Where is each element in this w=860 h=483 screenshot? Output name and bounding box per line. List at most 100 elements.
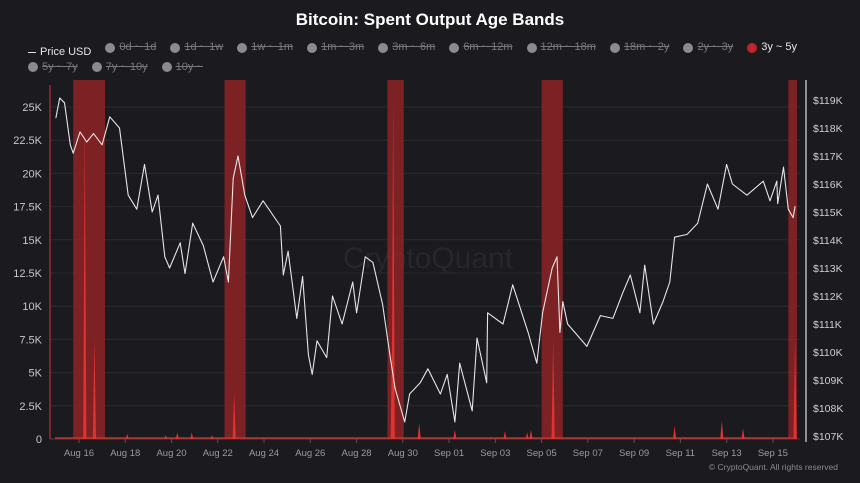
price-point — [316, 340, 318, 342]
series-3y-5y-spike — [232, 392, 236, 439]
legend-label: 3y ~ 5y — [761, 41, 797, 53]
legend-item-7[interactable]: 12m ~ 18m — [526, 40, 596, 55]
price-point — [409, 393, 410, 395]
price-point — [762, 180, 764, 182]
price-point — [302, 276, 303, 277]
y-right-tick-label: $119K — [813, 95, 843, 107]
dot-marker-icon — [683, 42, 694, 53]
legend-item-0[interactable]: Price USD — [28, 45, 91, 60]
series-3y-5y-spike — [453, 429, 457, 439]
y-right-tick-label: $108K — [813, 403, 843, 415]
price-point — [109, 116, 111, 118]
price-point — [179, 242, 181, 244]
price-point — [252, 217, 253, 219]
price-point — [674, 236, 675, 238]
price-point — [792, 217, 794, 219]
legend-item-6[interactable]: 6m ~ 12m — [449, 40, 513, 55]
dot-marker-icon — [237, 42, 248, 53]
series-3y-5y-spike — [390, 327, 394, 439]
price-point — [69, 144, 71, 146]
y-left-tick-label: 22.5K — [13, 135, 42, 147]
price-point — [427, 368, 429, 370]
legend-item-3[interactable]: 1w ~ 1m — [237, 40, 293, 55]
legend-item-5[interactable]: 3m ~ 6m — [378, 40, 435, 55]
x-tick-label: Sep 15 — [758, 448, 788, 459]
legend-label: 7y ~ 10y — [105, 60, 148, 73]
price-point — [586, 346, 588, 347]
x-tick-label: Aug 28 — [341, 448, 371, 459]
price-point — [487, 312, 489, 314]
y-left-tick-label: 20K — [22, 168, 42, 180]
series-3y-5y-spike — [793, 338, 797, 439]
x-tick-label: Sep 03 — [480, 448, 510, 459]
x-tick-label: Sep 01 — [434, 448, 464, 459]
legend-item-12[interactable]: 7y ~ 10y — [91, 60, 148, 75]
legend-item-9[interactable]: 2y ~ 3y — [683, 40, 733, 55]
legend-item-1[interactable]: 0d ~ 1d — [105, 40, 156, 55]
price-point — [562, 301, 564, 302]
price-point — [512, 284, 514, 286]
legend-item-10[interactable]: 3y ~ 5y — [747, 40, 797, 55]
dot-marker-icon — [161, 62, 172, 72]
price-point — [612, 318, 614, 319]
price-point — [389, 357, 391, 358]
legend-item-2[interactable]: 1d ~ 1w — [170, 40, 223, 55]
y-right-tick-label: $118K — [813, 123, 843, 135]
series-3y-5y-spike — [164, 435, 168, 439]
off-scale-band — [73, 80, 106, 439]
price-point — [262, 200, 264, 202]
y-right-tick-label: $114K — [813, 235, 843, 247]
dot-marker-icon — [747, 42, 758, 53]
dot-marker-icon — [449, 42, 460, 53]
legend-item-8[interactable]: 18m ~ 2y — [609, 40, 669, 55]
price-point — [567, 323, 569, 325]
legend-label: 1d ~ 1w — [184, 41, 224, 53]
price-point — [356, 312, 357, 314]
price-point — [726, 164, 728, 165]
price-point — [332, 295, 333, 297]
series-3y-5y-spike — [672, 425, 677, 439]
price-point — [151, 211, 153, 213]
x-tick-label: Sep 07 — [573, 448, 603, 459]
series-3y-5y-spike — [190, 432, 194, 439]
price-point — [706, 183, 708, 185]
series-3y-5y-spike — [175, 432, 179, 439]
legend-label: 10y ~ — [175, 60, 203, 73]
off-scale-band — [788, 80, 797, 439]
y-left-tick-label: 12.5K — [13, 268, 42, 280]
price-point — [311, 374, 313, 375]
y-left-tick-label: 7.5K — [19, 334, 42, 346]
price-point — [536, 362, 538, 364]
dot-marker-icon — [91, 62, 102, 72]
off-scale-band — [387, 80, 404, 439]
x-tick-label: Aug 20 — [156, 448, 186, 459]
price-point — [787, 208, 789, 210]
price-point — [79, 131, 81, 133]
price-point — [212, 281, 214, 283]
legend-label: Price USD — [40, 45, 92, 58]
series-3y-5y-spike — [503, 431, 507, 439]
x-tick-label: Sep 11 — [666, 448, 695, 459]
price-point — [556, 256, 558, 258]
price-point — [644, 264, 646, 266]
price-point — [629, 274, 631, 276]
price-point — [202, 245, 204, 247]
legend-item-13[interactable]: 10y ~ — [161, 60, 203, 75]
y-right-tick-label: $111K — [813, 319, 842, 331]
price-point — [326, 357, 328, 358]
price-point — [72, 152, 74, 154]
price-point — [364, 256, 366, 258]
legend-label: 5y ~ 7y — [42, 60, 78, 73]
y-right-tick-label: $117K — [813, 151, 843, 163]
x-tick-label: Sep 09 — [619, 448, 649, 459]
legend-item-4[interactable]: 1m ~ 3m — [307, 40, 364, 55]
series-3y-5y-spike — [92, 338, 97, 439]
y-right-tick-label: $109K — [813, 375, 843, 387]
price-point — [769, 200, 771, 202]
series-3y-5y-spike — [551, 338, 555, 439]
price-point — [419, 382, 421, 384]
legend-item-11[interactable]: 5y ~ 7y — [28, 60, 78, 75]
price-point — [55, 117, 57, 119]
price-point — [502, 323, 504, 325]
price-point — [184, 273, 186, 274]
